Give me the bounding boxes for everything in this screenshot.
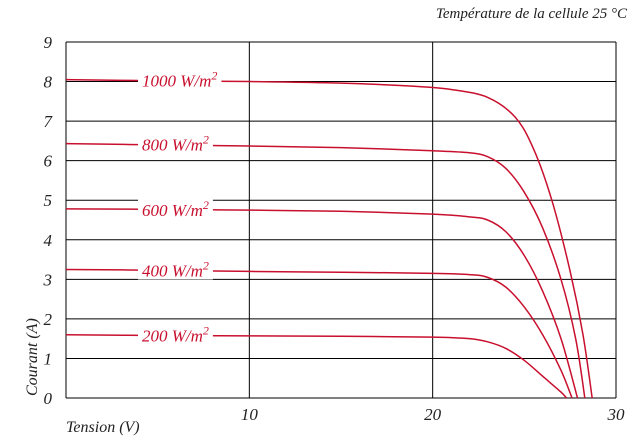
y-tick-label: 7	[44, 112, 54, 131]
series-label: 800 W/m2	[142, 133, 209, 155]
temperature-annotation: Température de la cellule 25 °C	[435, 6, 627, 22]
series-label-bg	[138, 324, 213, 345]
series-label-bg	[138, 198, 213, 219]
series-label: 200 W/m2	[142, 324, 209, 346]
series-label-bg	[138, 69, 222, 90]
series-line	[65, 268, 573, 399]
x-tick-label: 10	[241, 405, 259, 424]
y-axis-label: Courant (A)	[24, 318, 41, 396]
series-label: 1000 W/m2	[142, 69, 217, 91]
tick-labels: 0 1 2 3 4 5 6 7 8 9 10 20 30	[43, 33, 626, 424]
series-label: 400 W/m2	[142, 258, 209, 280]
y-tick-label: 2	[44, 310, 53, 329]
y-tick-label: 4	[44, 231, 53, 250]
y-tick-label: 9	[44, 33, 53, 52]
curve-labels: 1000 W/m2 800 W/m2 600 W/m2 400 W/m2 200 W/m…	[138, 69, 222, 346]
grid	[65, 41, 617, 399]
series-label: 600 W/m2	[142, 198, 209, 220]
y-tick-label: 3	[43, 270, 53, 289]
series-label-bg	[138, 259, 213, 280]
series-label-bg	[138, 133, 213, 154]
series-line	[65, 78, 593, 399]
y-tick-label: 0	[44, 389, 53, 408]
x-tick-label: 20	[424, 405, 442, 424]
y-tick-label: 8	[44, 73, 53, 92]
y-tick-label: 6	[44, 152, 53, 171]
series-line	[65, 333, 568, 399]
series-line	[65, 208, 579, 399]
curves	[65, 78, 593, 399]
series-line	[65, 142, 586, 399]
y-tick-label: 1	[44, 349, 53, 368]
y-tick-label: 5	[44, 191, 53, 210]
x-axis-label: Tension (V)	[66, 419, 140, 436]
x-tick-label: 30	[607, 405, 626, 424]
